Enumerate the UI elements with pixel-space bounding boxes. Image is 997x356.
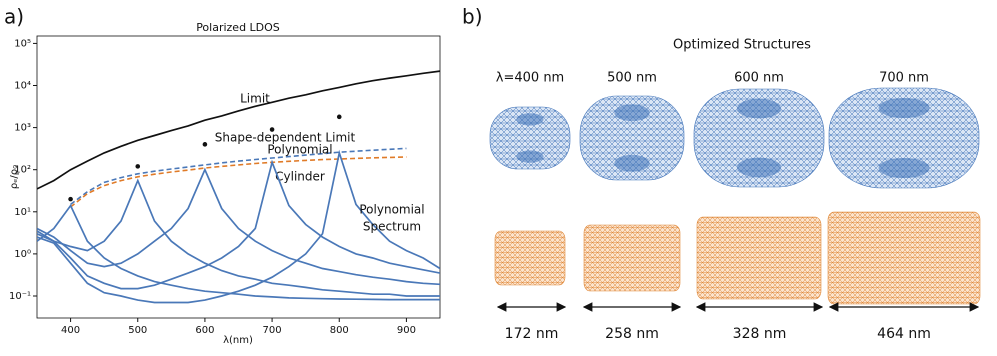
data-point bbox=[337, 115, 342, 120]
y-tick-label: 10⁵ bbox=[14, 38, 31, 49]
torus-hole bbox=[614, 155, 649, 172]
torus-hole bbox=[737, 158, 781, 178]
series-label: Polynomial bbox=[267, 143, 332, 157]
torus-hole bbox=[879, 98, 930, 118]
x-tick-label: 500 bbox=[128, 325, 147, 336]
structures-title: Optimized Structures bbox=[673, 38, 811, 53]
wavelength-label: 700 nm bbox=[879, 71, 929, 86]
size-label: 172 nm bbox=[505, 326, 559, 342]
x-axis-label: λ(nm) bbox=[223, 335, 253, 346]
panel-label: b) bbox=[462, 5, 483, 29]
data-point bbox=[135, 164, 140, 169]
y-tick-label: 10² bbox=[14, 165, 31, 176]
figure: a) Polarized LDOS λ(nm) ρₑ/ρ₀ b) Optimiz… bbox=[0, 0, 997, 356]
torus-hole bbox=[614, 104, 649, 121]
annotation: Polynomial bbox=[359, 203, 424, 217]
annotation: Spectrum bbox=[363, 220, 421, 234]
cylinder-mesh bbox=[495, 231, 565, 285]
size-label: 464 nm bbox=[877, 326, 931, 342]
wavelength-label: 500 nm bbox=[607, 71, 657, 86]
torus-hole bbox=[737, 99, 781, 119]
cylinder-mesh bbox=[697, 217, 821, 299]
torus-hole bbox=[516, 113, 543, 125]
y-tick-label: 10⁰ bbox=[14, 249, 31, 260]
torus-hole bbox=[516, 150, 543, 162]
x-tick-label: 400 bbox=[61, 325, 80, 336]
x-tick-label: 800 bbox=[330, 325, 349, 336]
y-tick-label: 10⁴ bbox=[14, 81, 31, 92]
data-line bbox=[71, 148, 407, 204]
cylinder-mesh bbox=[828, 212, 980, 304]
y-tick-label: 10⁻¹ bbox=[9, 291, 31, 302]
wavelength-label: λ=400 nm bbox=[496, 71, 564, 86]
x-tick-label: 700 bbox=[263, 325, 282, 336]
data-point bbox=[68, 197, 73, 202]
chart-title: Polarized LDOS bbox=[196, 21, 280, 34]
series-label: Cylinder bbox=[275, 170, 325, 184]
y-tick-label: 10¹ bbox=[14, 207, 31, 218]
data-point bbox=[203, 142, 208, 147]
series-label: Limit bbox=[240, 92, 270, 106]
y-tick-label: 10³ bbox=[14, 123, 31, 134]
panel-label: a) bbox=[4, 5, 24, 29]
cylinder-mesh bbox=[584, 225, 680, 291]
size-label: 258 nm bbox=[605, 326, 659, 342]
x-tick-label: 900 bbox=[397, 325, 416, 336]
size-label: 328 nm bbox=[733, 326, 787, 342]
torus-hole bbox=[879, 158, 930, 178]
x-tick-label: 600 bbox=[195, 325, 214, 336]
wavelength-label: 600 nm bbox=[734, 71, 784, 86]
data-line bbox=[71, 157, 407, 207]
